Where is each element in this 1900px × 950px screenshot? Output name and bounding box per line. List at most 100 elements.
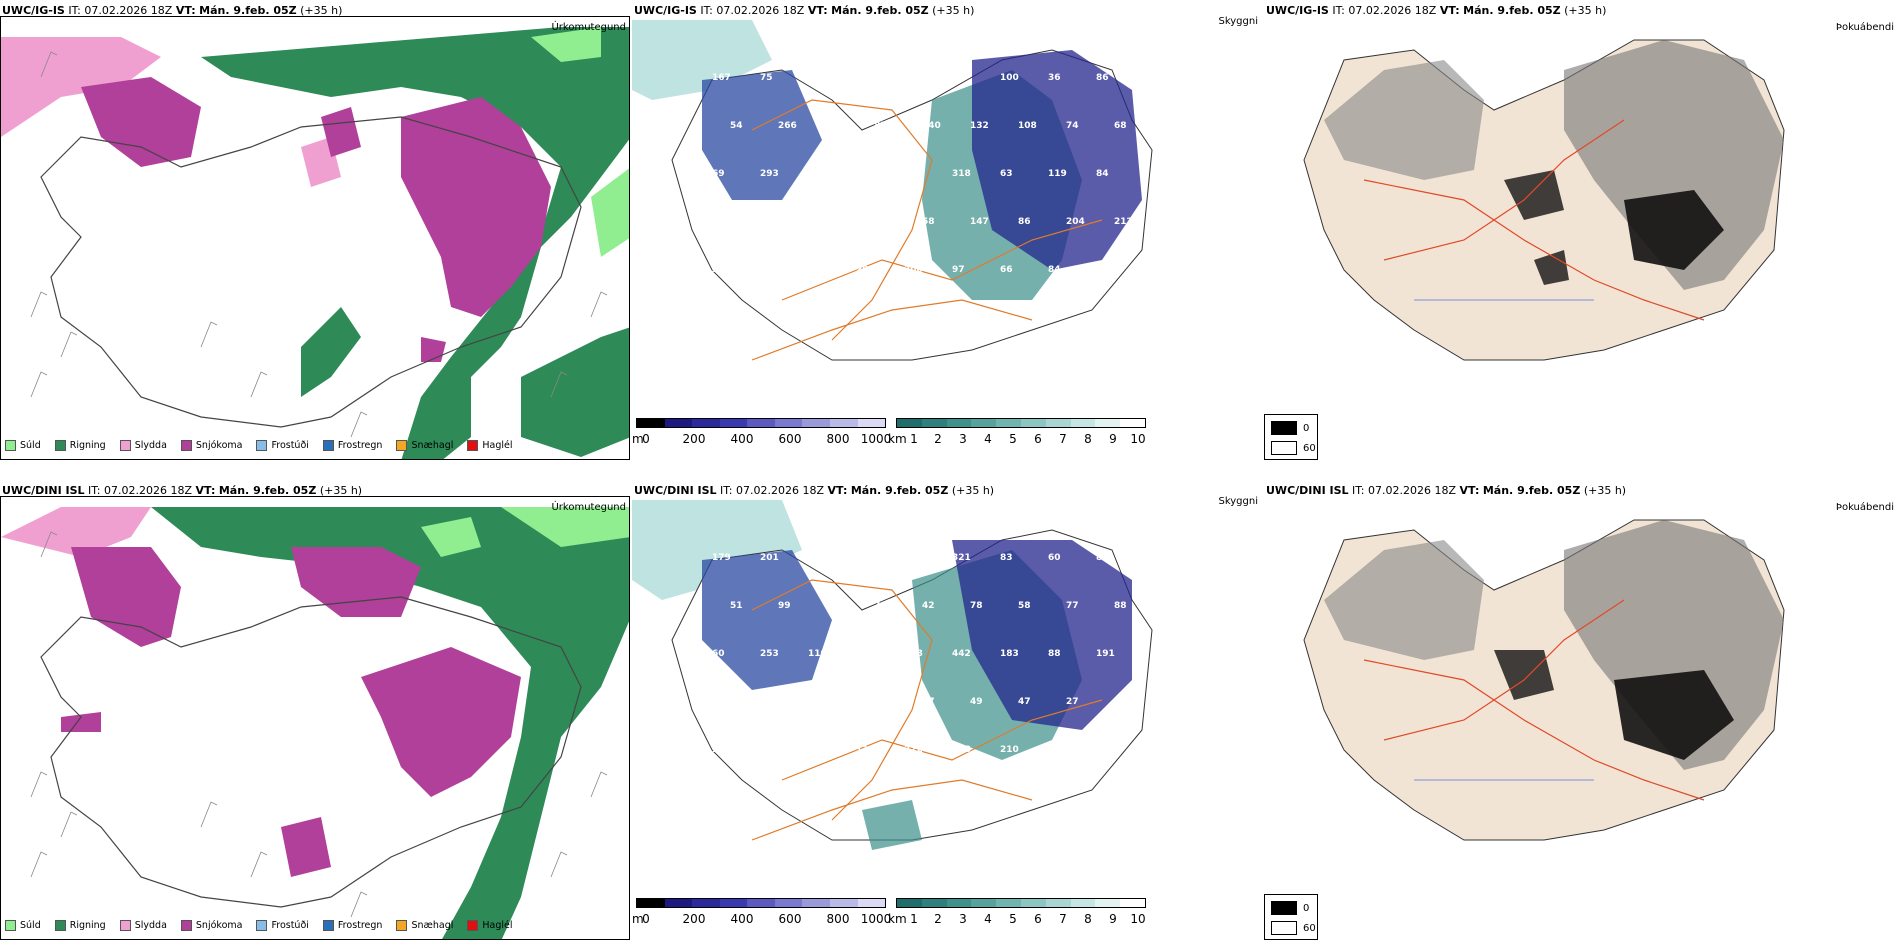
visibility-value-label: 179 xyxy=(712,553,731,563)
visibility-value-label: 75 xyxy=(760,73,773,83)
visibility-value-label: 209 xyxy=(904,169,923,179)
visibility-value-label: 306 xyxy=(904,265,923,275)
snow-area xyxy=(81,77,551,362)
visibility-tick: 2 xyxy=(934,432,942,446)
visibility-panel: 179 201 134 84 96 321 83 60 86 51 99 178 70 42 78 58 77 8… xyxy=(632,480,1264,940)
legend-item: Frostúði xyxy=(256,920,309,931)
visibility-tick: 8 xyxy=(1084,432,1092,446)
visibility-value-label: 47 xyxy=(1018,697,1031,707)
visibility-tick: 3 xyxy=(959,912,967,926)
legend-item: Haglél xyxy=(467,440,513,451)
visibility-value-label: 60 xyxy=(1048,553,1061,563)
legend-item: Súld xyxy=(5,920,41,931)
visibility-value-label: 79 xyxy=(874,217,887,227)
visibility-colorbar xyxy=(896,898,1146,908)
visibility-value-label: 134 xyxy=(904,73,923,83)
panel-variable-title: Skyggni xyxy=(1218,496,1258,507)
visibility-value-label: 100 xyxy=(778,697,797,707)
height-tick: 0 xyxy=(642,912,650,926)
visibility-unit: km xyxy=(888,912,907,926)
visibility-value-label: 99 xyxy=(778,601,791,611)
visibility-tick: 6 xyxy=(1034,432,1042,446)
panel-variable-title: Úrkomutegund xyxy=(551,502,626,513)
visibility-value-label: 97 xyxy=(952,265,965,275)
fog-legend-black xyxy=(1271,421,1297,435)
height-tick: 1000 xyxy=(860,912,892,926)
panel-header: UWC/IG-IS IT: 07.02.2026 18Z VT: Mán. 9.… xyxy=(2,4,343,17)
visibility-value-label: 85 xyxy=(856,169,869,179)
panel-header: UWC/DINI ISL IT: 07.02.2026 18Z VT: Mán.… xyxy=(2,484,363,497)
fog-legend-white-label: 60 xyxy=(1303,443,1316,454)
visibility-value-label: 51 xyxy=(730,601,743,611)
visibility-tick: 4 xyxy=(984,912,992,926)
height-visibility-colorbars: m 0 200 400 600 800 1000 km 1 2 3 4 5 6 … xyxy=(632,898,1264,928)
visibility-value-label: 42 xyxy=(922,601,935,611)
precip-legend: Súld Rigning Slydda Snjókoma Frostúði Fr… xyxy=(5,440,513,451)
visibility-value-label: 84 xyxy=(1096,169,1109,179)
legend-item: Frostregn xyxy=(322,440,382,451)
height-tick: 200 xyxy=(682,432,706,446)
panel-variable-title: Úrkomutegund xyxy=(551,22,626,33)
visibility-value-labels: 179 201 134 84 96 321 83 60 86 51 99 178 70 42 78 58 77 8… xyxy=(712,553,1133,803)
visibility-value-label: 442 xyxy=(952,649,971,659)
visibility-value-label: 86 xyxy=(1018,217,1031,227)
visibility-value-label: 134 xyxy=(730,697,749,707)
visibility-tick: 1 xyxy=(910,432,918,446)
visibility-value-label: 49 xyxy=(970,697,983,707)
height-tick: 600 xyxy=(778,432,802,446)
rain-area xyxy=(201,27,629,459)
visibility-value-label: 181 xyxy=(730,217,749,227)
visibility-tick: 7 xyxy=(1059,912,1067,926)
visibility-value-label: 135 xyxy=(778,217,797,227)
height-colorbar xyxy=(636,898,886,908)
precip-legend: Súld Rigning Slydda Snjókoma Frostúði Fr… xyxy=(5,920,513,931)
visibility-value-label: 77 xyxy=(1066,601,1079,611)
visibility-tick: 9 xyxy=(1109,432,1117,446)
height-tick: 800 xyxy=(826,912,850,926)
height-colorbar xyxy=(636,418,886,428)
visibility-value-label: 70 xyxy=(874,601,887,611)
visibility-value-label: 178 xyxy=(826,601,845,611)
visibility-value-label: 63 xyxy=(1000,169,1013,179)
visibility-value-label: 88 xyxy=(1048,649,1061,659)
legend-item: Slydda xyxy=(119,440,167,451)
legend-item: Slydda xyxy=(119,920,167,931)
height-tick: 800 xyxy=(826,432,850,446)
visibility-value-label: 67 xyxy=(922,697,935,707)
panel-variable-title: Skyggni xyxy=(1218,16,1258,27)
visibility-value-label: 191 xyxy=(1096,649,1115,659)
visibility-value-label: 68 xyxy=(1114,121,1127,131)
fog-panel: UWC/DINI ISL IT: 07.02.2026 18Z VT: Mán.… xyxy=(1264,480,1900,940)
model-row-dini-isl: Súld Rigning Slydda Snjókoma Frostúði Fr… xyxy=(0,480,1900,950)
visibility-value-label: 198 xyxy=(952,745,971,755)
height-tick: 0 xyxy=(642,432,650,446)
visibility-value-label: 27 xyxy=(1066,697,1079,707)
visibility-map: 167 75 140 227 134 75 100 36 86 54 266 62 82 140 132 10… xyxy=(632,20,1153,361)
visibility-value-label: 60 xyxy=(712,649,725,659)
legend-item: Snjókoma xyxy=(180,920,242,931)
iceland-outline xyxy=(40,116,582,428)
visibility-tick: 10 xyxy=(1130,432,1146,446)
visibility-value-label: 185 xyxy=(1096,745,1115,755)
visibility-value-label: 86 xyxy=(1096,553,1109,563)
visibility-value-label: 189 xyxy=(1048,745,1067,755)
height-tick: 400 xyxy=(730,912,754,926)
legend-item: Haglél xyxy=(467,920,513,931)
height-tick: 1000 xyxy=(860,432,892,446)
visibility-value-label: 321 xyxy=(952,553,971,563)
visibility-value-label: 82 xyxy=(874,121,887,131)
visibility-value-label: 89 xyxy=(808,265,821,275)
visibility-tick: 8 xyxy=(1084,912,1092,926)
precip-type-panel: Súld Rigning Slydda Snjókoma Frostúði Fr… xyxy=(0,480,632,940)
fog-legend-white xyxy=(1271,921,1297,935)
panel-variable-title: Þokuábendi xyxy=(1835,502,1894,513)
visibility-value-label: 110 xyxy=(808,649,827,659)
height-tick: 400 xyxy=(730,432,754,446)
visibility-value-label: 318 xyxy=(952,169,971,179)
visibility-value-label: 84 xyxy=(856,553,869,563)
visibility-value-label: 75 xyxy=(952,73,965,83)
fog-legend: 0 60 xyxy=(1264,414,1318,460)
panel-variable-title: Þokuábendi xyxy=(1835,22,1894,33)
visibility-value-label: 204 xyxy=(1066,217,1085,227)
panel-header: UWC/DINI ISL IT: 07.02.2026 18Z VT: Mán.… xyxy=(1266,484,1627,497)
